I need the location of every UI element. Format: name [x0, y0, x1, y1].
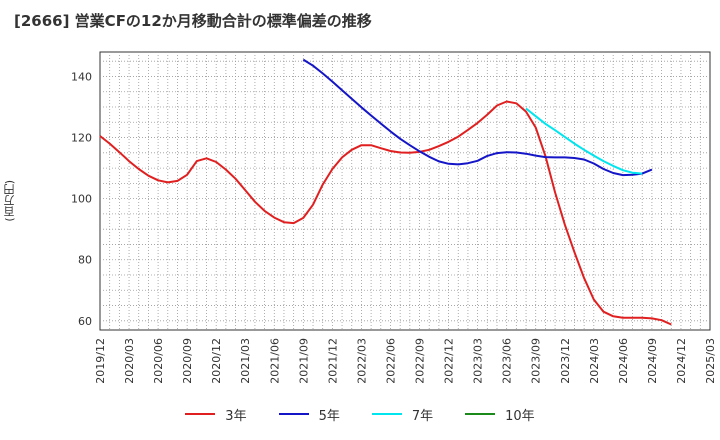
x-tick-label: 2024/06 [617, 338, 630, 384]
plot-area [99, 51, 711, 331]
x-tick-label: 2020/09 [181, 338, 194, 384]
x-tick-label: 2022/09 [414, 338, 427, 384]
y-tick-label: 120 [71, 132, 92, 145]
legend-swatch [278, 413, 309, 415]
x-tick-label: 2025/03 [704, 338, 717, 384]
x-tick-label: 2022/06 [384, 338, 397, 384]
legend-label: 3年 [225, 408, 247, 424]
legend: 3年 5年 7年 10年 [0, 402, 720, 426]
x-tick-label: 2021/09 [297, 338, 310, 384]
legend-label: 5年 [318, 408, 340, 424]
legend-item: 5年 [278, 405, 340, 424]
x-tick-label: 2019/12 [94, 338, 107, 384]
legend-item: 10年 [465, 405, 535, 424]
x-tick-label: 2020/12 [210, 338, 223, 384]
series-line-3 [525, 107, 643, 175]
x-tick-label: 2024/12 [675, 338, 688, 384]
x-tick-label: 2022/12 [443, 338, 456, 384]
x-tick-label: 2024/03 [588, 338, 601, 384]
y-tick-label: 140 [71, 70, 92, 83]
legend-swatch [465, 413, 496, 415]
y-tick-label: 80 [78, 254, 92, 267]
y-tick-label: 100 [71, 193, 92, 206]
x-tick-label: 2024/09 [646, 338, 659, 384]
legend-label: 7年 [411, 408, 434, 424]
x-tick-label: 2022/03 [355, 338, 368, 384]
x-tick-label: 2023/12 [559, 338, 572, 384]
legend-label: 10年 [505, 408, 535, 424]
x-tick-label: 2020/03 [123, 338, 136, 384]
legend-swatch [371, 413, 402, 415]
legend-swatch [185, 413, 216, 415]
x-tick-label: 2023/09 [530, 338, 543, 384]
x-tick-label: 2021/12 [326, 338, 339, 384]
y-tick-label: 60 [78, 315, 92, 328]
x-tick-label: 2020/06 [152, 338, 165, 384]
chart-title: [2666] 営業CFの12か月移動合計の標準偏差の推移 [14, 12, 372, 30]
x-tick-label: 2023/06 [501, 338, 514, 384]
series-line-1 [99, 100, 672, 326]
x-tick-label: 2021/03 [239, 338, 252, 384]
legend-item: 7年 [371, 405, 434, 424]
line-chart: 60 80 100 120 140 2019/12 2020/03 2020/06 2020/0… [71, 51, 717, 384]
x-tick-label: 2021/06 [268, 338, 281, 384]
legend-item: 3年 [185, 405, 247, 424]
series-line-2 [302, 58, 653, 177]
x-tick-label: 2023/03 [472, 338, 485, 384]
